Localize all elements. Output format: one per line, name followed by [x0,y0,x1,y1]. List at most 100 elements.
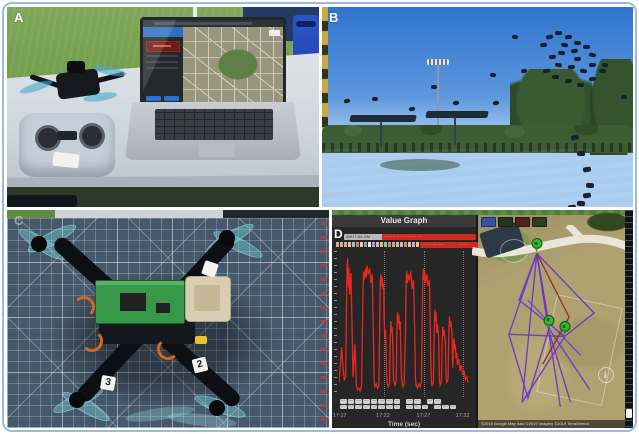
drone-dot [539,42,547,48]
gcs-alert-box [146,41,180,52]
video-thumbnails [481,217,547,227]
x-tick-label: 17:32 [455,413,470,419]
legend-chip: ···· [347,399,355,404]
legend-chip: ···· [414,404,421,409]
x-axis-title: Time (sec) [387,421,421,428]
field-banner [322,7,328,145]
drone-dot [564,34,572,40]
message-chip: ·· ···· ··· ····· [420,242,474,248]
drone-dot [430,84,437,90]
panel-c-drone-closeup-photo: 2 3 C [7,210,329,428]
panel-c-label: C [14,213,24,228]
timeline-segment [360,242,363,247]
message-chip: ··· ··· [456,242,478,248]
drone-dot [567,204,576,207]
drone-dot [589,76,597,82]
legend-chip: ···· [393,399,401,404]
legend-chip: ···· [434,399,442,404]
timeline-segment-strip [336,242,423,247]
fence-line [322,143,633,152]
orange-wire [81,330,103,352]
timeline-segment [372,242,375,247]
right-gimbal-stick [79,123,105,149]
legend-chip: ···· [378,404,386,409]
drone-dot [576,200,586,207]
timeline-segment [384,242,387,247]
drone-dot [520,68,528,74]
drone-dot [620,94,627,100]
transmitter-sticker [52,151,80,169]
drone-dot [343,98,351,104]
plot-area [339,251,472,397]
battery-pack [99,320,195,344]
drone-dot [542,68,551,74]
xt60-connector [195,336,207,344]
legend-chip: ···· [406,404,414,409]
drone-dot [555,30,563,36]
timeline-segment [400,242,403,247]
legend-chip: ···· [414,399,421,404]
timeline-segment [364,242,367,247]
case-strap [296,21,316,27]
drone-dot [567,64,575,70]
map-attribution: ©2019 Google Map data ©2019 Imagery ©201… [478,420,628,428]
gcs-button [146,96,161,101]
gcs-sidebar-header [143,27,183,37]
grass-field [322,149,633,207]
drone-dot [545,34,554,40]
timeline-segment [344,242,347,247]
drone-dot [558,50,566,56]
panel-b-label: B [329,10,339,25]
legend-chip: ···· [378,399,386,404]
map-pin [543,314,555,329]
drone-dot [573,40,582,46]
legend-chip: ···· [355,399,363,404]
grass-sliver [7,210,55,218]
gridline [462,251,464,397]
gcs-satellite-map [183,27,283,105]
legend-chips: ···· ···· ···· ···· ···· ···· ···· ···· ···· ····… [340,399,472,409]
drone-dot [570,48,579,54]
legend-chip: ···· [340,404,347,409]
panel-d-label: D [334,227,343,241]
drone-dot [589,52,597,58]
legend-chip: ···· [370,404,378,409]
timeline-segment [380,242,383,247]
map-trees [583,211,633,233]
laptop-keyboard-deck [125,102,301,160]
left-gimbal-stick [35,125,61,151]
timeline-segment [352,242,355,247]
panel-d-telemetry-screenshot: Value Graph AWJT-05-GM ·· ··· ·· ···· ··… [332,210,633,428]
drone-swarm-layer [322,7,633,207]
stadium-light-array [427,59,449,65]
panel-b-swarm-flight-photo: B [322,7,633,207]
timeline-segment [348,242,351,247]
compass-icon [597,366,614,383]
map-pin [531,238,543,253]
gps-module [185,276,231,322]
map-pin [559,321,571,336]
quadcopter-on-table [18,55,128,115]
keyboard [155,109,273,140]
motor [31,236,47,252]
legend-chip: ···· [449,404,457,409]
screen-reflection [143,20,283,105]
legend-chip: ···· [340,399,347,404]
legend-chip: ···· [426,399,434,404]
legend-chip: ···· [434,404,442,409]
tent-pole [193,7,197,23]
timeline-segment [368,242,371,247]
timeline-segment [392,242,395,247]
laptop-screen [140,17,286,108]
legend-chip: ···· [386,399,393,404]
timeline-segment [416,242,419,247]
stadium-light-pole [437,63,439,147]
gcs-button [164,96,179,101]
timeline-segment [340,242,343,247]
motor [69,392,85,408]
gridline [424,251,426,397]
scrollbar-track [625,210,633,428]
drone-dot [561,42,569,48]
field-circle [500,239,528,263]
drone-dot [589,62,597,68]
